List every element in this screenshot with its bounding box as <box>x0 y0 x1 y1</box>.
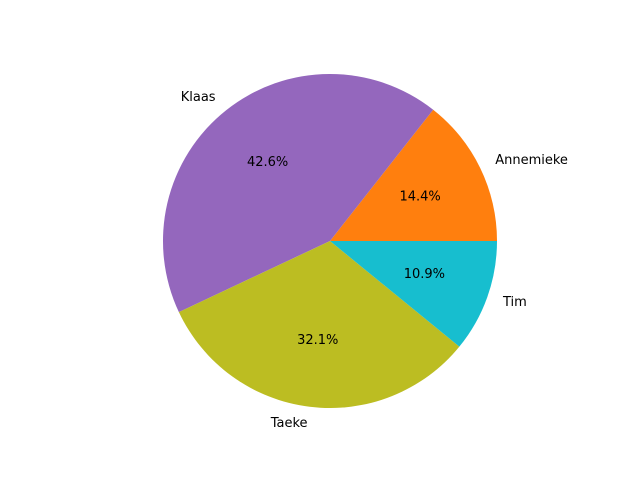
pie-pct-label-klaas: 42.6% <box>247 155 288 170</box>
pie-category-label-klaas: Klaas <box>181 90 216 105</box>
pie-category-label-tim: Tim <box>502 295 527 310</box>
pie-slice-klaas <box>162 73 434 313</box>
pie-category-label-annemieke: Annemieke <box>495 153 568 168</box>
pie-slice-taeke <box>178 241 460 409</box>
pie-pct-label-taeke: 32.1% <box>297 333 338 348</box>
pie-labels: 14.4% Annemieke 42.6% Klaas 32.1% Taeke 10.9% T… <box>181 90 568 431</box>
pie-pct-label-annemieke: 14.4% <box>399 190 440 205</box>
pie-slice-tim <box>330 241 497 347</box>
pie-pct-label-tim: 10.9% <box>404 267 445 282</box>
pie-slices <box>162 73 497 409</box>
pie-category-label-taeke: Taeke <box>270 416 308 431</box>
pie-slice-annemieke <box>330 109 497 241</box>
